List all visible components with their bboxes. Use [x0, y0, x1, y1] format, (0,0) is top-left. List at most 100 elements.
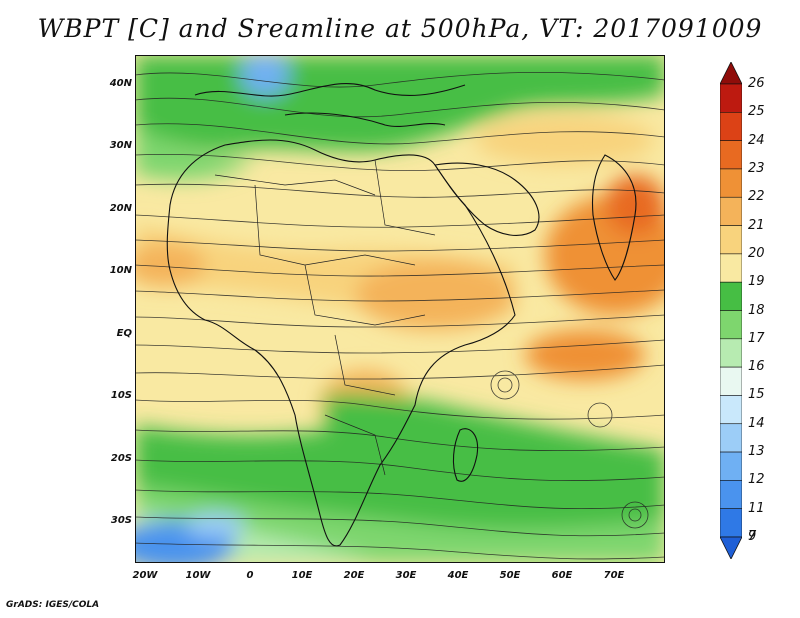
colorbar-label: 9 [748, 529, 757, 544]
streamline [135, 123, 665, 145]
border [324, 414, 386, 476]
europe-coastline [194, 82, 466, 97]
colorbar-label: 26 [748, 76, 765, 91]
lat-label-10n: 10N [109, 265, 132, 276]
colorbar-label: 17 [748, 330, 765, 346]
colorbar-swatch [720, 508, 742, 538]
country-borders [214, 159, 436, 476]
lat-label-30s: 30S [110, 515, 132, 526]
streamline [135, 214, 665, 228]
streamline [135, 71, 665, 88]
colorbar-swatch [720, 140, 742, 170]
lat-label-10s: 10S [110, 390, 132, 401]
colorbar-swatch [720, 253, 742, 283]
map-panel [135, 55, 665, 563]
colorbar-swatch [720, 423, 742, 453]
lon-label-10w: 10W [185, 570, 211, 581]
colorbar-label: 15 [748, 387, 765, 403]
colorbar-label: 25 [748, 104, 765, 120]
shade-west-orange [135, 243, 205, 287]
lat-label-40n: 40N [109, 78, 132, 89]
streamline [135, 239, 665, 252]
border [214, 174, 376, 196]
border [374, 159, 436, 236]
streamline [135, 399, 665, 420]
colorbar-swatch [720, 83, 742, 113]
streamline [135, 314, 665, 328]
streamline [135, 339, 665, 354]
lat-label-20s: 20S [110, 453, 132, 464]
wbpt-shading [135, 55, 665, 563]
shade-northwest-green [135, 125, 255, 180]
shade-east-red [605, 175, 665, 235]
streamline [135, 97, 665, 118]
mediterranean-coastline [284, 112, 446, 127]
colorbar-swatch [720, 366, 742, 396]
streamline [135, 429, 665, 452]
colorbar-label: 7 [748, 529, 757, 544]
streamline [135, 459, 665, 482]
lon-label-50e: 50E [499, 570, 521, 581]
wbpt-field-map [135, 55, 665, 563]
colorbar-label: 21 [748, 217, 765, 233]
madagascar-coastline [452, 428, 479, 482]
streamline [135, 289, 665, 302]
colorbar-label: 16 [748, 359, 765, 375]
lon-label-10e: 10E [291, 570, 313, 581]
streamline [135, 153, 665, 172]
colorbar-label: 20 [748, 245, 765, 261]
colorbar-label: 14 [748, 415, 765, 431]
colorbar-label: 11 [748, 500, 765, 516]
streamlines [135, 71, 665, 560]
colorbar-label: 22 [748, 189, 765, 205]
lon-label-70e: 70E [603, 570, 625, 581]
lat-label-30n: 30N [109, 140, 132, 151]
colorbar-top-arrow [720, 62, 742, 85]
eddy-swirl [490, 370, 520, 400]
colorbar-bottom-arrow [720, 536, 742, 559]
colorbar-label: 23 [748, 160, 765, 176]
streamline [135, 183, 665, 198]
arabia-coastline [434, 162, 540, 236]
streamline [135, 516, 665, 537]
lon-label-30e: 30E [395, 570, 417, 581]
colorbar-swatch [720, 281, 742, 311]
colorbar-swatch [720, 338, 742, 368]
coastlines [166, 82, 637, 547]
border [304, 264, 426, 326]
chart-title: WBPT [C] and Sreamline at 500hPa, VT: 20… [37, 14, 763, 43]
eddy-swirl [621, 501, 649, 529]
grads-credit: GrADS: IGES/COLA [6, 600, 100, 610]
eddy-swirl [497, 377, 513, 393]
colorbar-label: 18 [748, 302, 765, 318]
colorbar-swatch [720, 112, 742, 141]
colorbar-swatch [720, 310, 742, 340]
colorbar [720, 62, 742, 559]
shade-southwest-light-blue [185, 513, 245, 537]
colorbar-swatch [720, 451, 742, 481]
eddy-swirl [628, 508, 642, 522]
lon-label-20e: 20E [343, 570, 365, 581]
map-frame [135, 55, 665, 563]
border [334, 334, 396, 396]
lat-label-eq: EQ [116, 328, 132, 339]
lon-label-20w: 20W [132, 570, 158, 581]
colorbar-swatch [720, 168, 742, 198]
shade-north-east-pale [475, 115, 655, 165]
shade-indian-ocean-orange [525, 330, 645, 380]
colorbar-swatch [720, 480, 742, 509]
lon-label-40e: 40E [447, 570, 469, 581]
streamline [135, 364, 665, 380]
streamline [135, 542, 665, 560]
india-coastline [591, 154, 637, 281]
lon-label-60e: 60E [551, 570, 573, 581]
shade-north-blue [240, 55, 290, 97]
streamline [135, 264, 665, 277]
colorbar-swatch [720, 196, 742, 226]
shade-central-orange [355, 260, 515, 330]
lon-label-0: 0 [246, 570, 254, 581]
colorbar-label: 13 [748, 444, 765, 460]
africa-coastline [166, 139, 516, 547]
colorbar-label: 19 [748, 274, 765, 290]
lat-label-20n: 20N [109, 203, 132, 214]
